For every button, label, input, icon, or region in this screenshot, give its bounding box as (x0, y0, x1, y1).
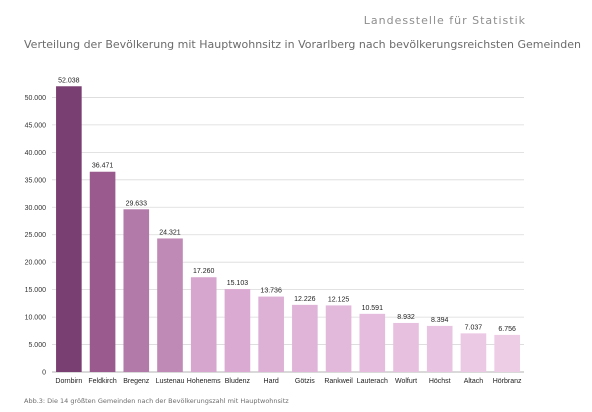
category-label: Hard (264, 378, 279, 385)
value-label: 10.591 (362, 305, 384, 312)
category-label: Altach (464, 378, 484, 385)
category-label: Feldkirch (88, 378, 117, 385)
category-label: Wolfurt (395, 378, 417, 385)
bar-lustenau (157, 238, 183, 372)
category-label: Bludenz (225, 378, 251, 385)
category-label: Hörbranz (493, 378, 522, 385)
y-tick-label: 35.000 (25, 177, 47, 184)
value-label: 8.932 (397, 314, 415, 321)
figure-caption: Abb.3: Die 14 größten Gemeinden nach der… (24, 397, 289, 405)
value-label: 7.037 (465, 324, 483, 331)
y-tick-label: 10.000 (25, 315, 47, 322)
y-tick-label: 5.000 (28, 342, 46, 349)
value-label: 24.321 (159, 229, 181, 236)
value-label: 8.394 (431, 317, 449, 324)
bar-höchst (426, 325, 453, 372)
value-label: 6.756 (498, 326, 516, 333)
value-label: 17.260 (193, 268, 215, 275)
bar-rankweil (325, 305, 352, 372)
bar-altach (460, 333, 487, 372)
bar-bludenz (224, 289, 251, 372)
bar-lauterach (359, 313, 386, 372)
category-label: Hohenems (187, 378, 221, 385)
y-tick-label: 25.000 (25, 232, 47, 239)
category-label: Rankweil (324, 378, 353, 385)
bar-hard (258, 296, 284, 372)
y-tick-label: 15.000 (25, 287, 47, 294)
category-label: Götzis (295, 378, 315, 385)
category-label: Lauterach (357, 378, 388, 385)
value-labels: 52.038 36.471 29.633 24.321 17.260 15.103 13.7… (58, 77, 516, 333)
category-labels: Dornbirn Feldkirch Bregenz Lustenau Hohenems… (55, 378, 522, 385)
category-label: Lustenau (156, 378, 185, 385)
value-label: 13.736 (260, 288, 282, 295)
value-label: 29.633 (126, 200, 148, 207)
bar-feldkirch (89, 171, 116, 372)
y-axis: 0 5.000 10.000 15.000 20.000 25.000 30.000 35.0… (25, 95, 47, 377)
category-label: Bregenz (123, 378, 150, 385)
category-label: Höchst (429, 378, 451, 385)
value-label: 12.226 (294, 296, 316, 303)
value-label: 36.471 (92, 163, 114, 170)
source-label: Landesstelle für Statistik (363, 14, 526, 27)
bar-wolfurt (393, 322, 419, 372)
y-tick-label: 40.000 (25, 150, 47, 157)
value-label: 52.038 (58, 77, 80, 84)
gridlines (52, 97, 524, 373)
bar-dornbirn (56, 86, 82, 373)
y-tick-label: 30.000 (25, 205, 47, 212)
bar-hörbranz (494, 334, 520, 372)
y-tick-label: 20.000 (25, 260, 47, 267)
y-tick-label: 0 (42, 370, 46, 377)
bar-bregenz (123, 209, 150, 372)
bar-götzis (292, 304, 318, 372)
category-label: Dornbirn (55, 378, 82, 385)
bar-hohenems (190, 277, 217, 372)
y-tick-label: 50.000 (25, 95, 47, 102)
bars (56, 86, 520, 373)
y-tick-label: 45.000 (25, 122, 47, 129)
value-label: 15.103 (227, 280, 249, 287)
chart-title: Verteilung der Bevölkerung mit Hauptwohn… (24, 38, 581, 51)
value-label: 12.125 (328, 296, 350, 303)
